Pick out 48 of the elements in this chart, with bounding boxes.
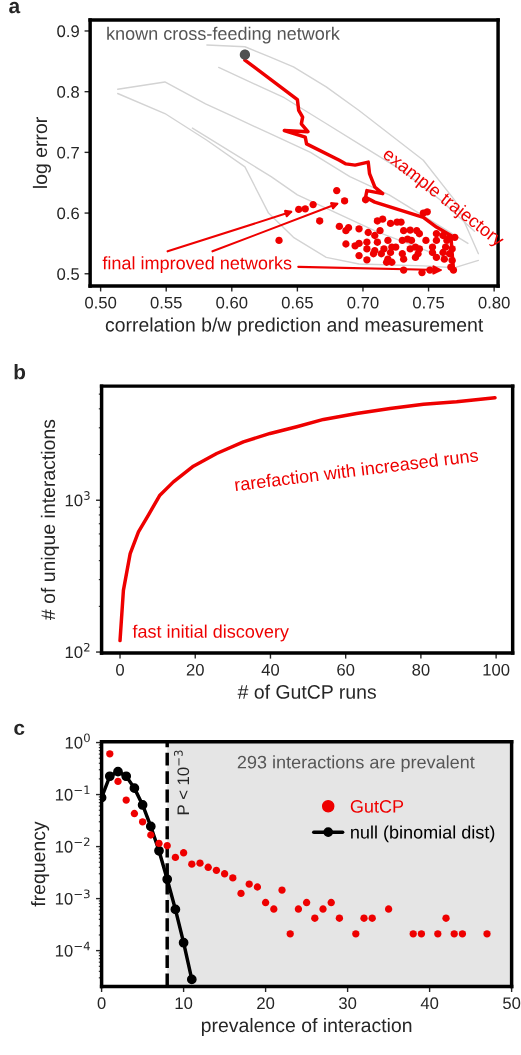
annotation: rarefaction with increased runs <box>234 448 479 492</box>
legend-label: GutCP <box>350 800 404 813</box>
y-tick-label: 0.7 <box>57 146 79 159</box>
y-tick-label: 0.6 <box>57 207 79 220</box>
x-tick-label: 0 <box>97 997 106 1010</box>
y-tick-label: 10$^{3}$ <box>65 491 90 507</box>
annotation: 293 interactions are prevalent <box>237 755 475 773</box>
x-tick-label: 80 <box>412 663 430 676</box>
chart-title: a <box>9 1 21 14</box>
chart-title: b <box>14 364 26 380</box>
x-tick-label: 0 <box>116 663 125 676</box>
x-tick-label: 40 <box>261 663 280 676</box>
x-axis-title: correlation b/w prediction and measurement <box>105 317 484 336</box>
x-tick-label: 0.65 <box>281 296 313 309</box>
x-tick-label: 60 <box>337 663 355 676</box>
y-tick-label: 10$^{−2}$ <box>55 837 90 853</box>
x-axis-title: prevalence of interaction <box>201 1017 412 1037</box>
annotation: fast initial discovery <box>132 624 289 642</box>
x-tick-label: 0.50 <box>85 296 117 309</box>
x-tick-label: 40 <box>420 997 439 1010</box>
y-axis-title: log error <box>32 117 51 188</box>
annotation: final improved networks <box>102 256 292 274</box>
chart-title: c <box>14 723 25 736</box>
y-tick-label: 10$^{−3}$ <box>55 889 90 905</box>
x-tick-label: 30 <box>338 997 357 1010</box>
x-tick-label: 20 <box>257 997 275 1010</box>
y-tick-label: 10$^{2}$ <box>65 642 90 659</box>
x-tick-label: 20 <box>186 663 204 676</box>
x-tick-label: 50 <box>503 997 521 1010</box>
y-tick-label: 0.5 <box>57 268 80 280</box>
y-tick-label: 10$^{−1}$ <box>55 785 90 801</box>
annotation: known cross-feeding network <box>107 26 340 44</box>
x-tick-label: 0.55 <box>150 296 182 309</box>
y-axis-title: # of unique interactions <box>40 419 59 621</box>
x-tick-label: 100 <box>483 663 510 676</box>
x-tick-label: 10 <box>175 997 193 1010</box>
y-tick-label: 0.8 <box>57 86 79 98</box>
y-tick-label: 10$^{0}$ <box>65 733 90 749</box>
x-tick-label: 0.70 <box>347 296 379 309</box>
ref-line-label: P < 10$^{−3}$ <box>173 750 190 815</box>
x-tick-label: 0.80 <box>478 296 510 309</box>
x-tick-label: 0.75 <box>412 296 445 309</box>
x-axis-title: # of GutCP runs <box>237 684 376 699</box>
y-axis-title: frequency <box>31 821 50 907</box>
x-tick-label: 0.60 <box>216 296 248 309</box>
y-tick-label: 10$^{−4}$ <box>55 941 90 957</box>
legend-label: null (binomial dist) <box>351 825 495 843</box>
y-tick-label: 0.9 <box>57 25 79 38</box>
